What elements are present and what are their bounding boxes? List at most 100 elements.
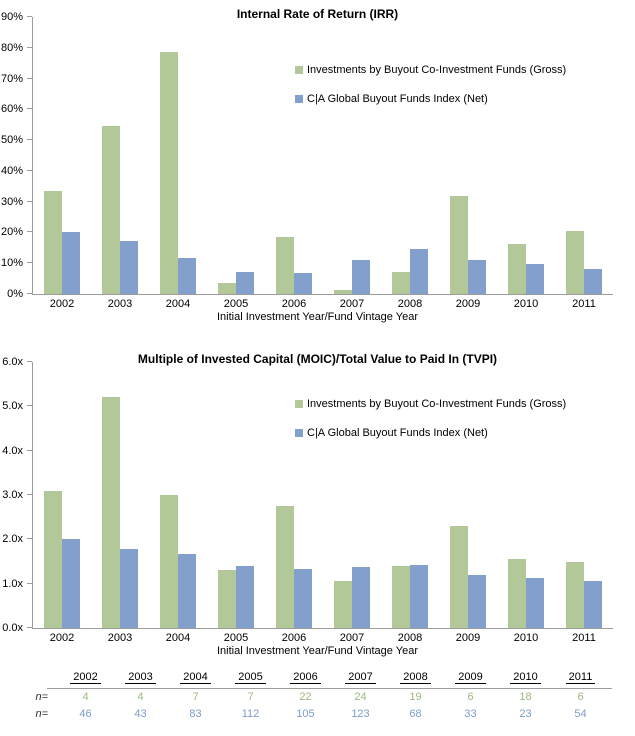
net-bar-2009 [468,260,486,294]
table-year-2007: 2007 [333,671,388,684]
net-series-swatch-icon [295,95,303,103]
y-tick-label: 40% [0,164,23,177]
table-year-2002: 2002 [58,671,113,684]
y-tick-label: 70% [0,72,23,85]
net-bar-2002 [62,232,80,294]
gross-bar-2010 [508,559,526,628]
bar-group-2009: 2009 [439,362,497,644]
bar-group-2006: 2006 [265,17,323,310]
bar-group-2003: 2003 [91,17,149,310]
gross-n-value: 4 [137,691,144,703]
net-bar-2005 [236,565,254,628]
table-year-label: 2004 [180,671,211,684]
gross-bar-2008 [392,271,410,294]
gross-bar-2008 [392,565,410,628]
table-year-2009: 2009 [443,671,498,684]
legend-item-net: C|A Global Buyout Funds Index (Net) [295,93,566,105]
net-n-label: n= [35,708,48,720]
moic-legend: Investments by Buyout Co-Investment Fund… [295,398,566,456]
x-category-label: 2006 [281,298,307,310]
y-tick-mark [27,449,32,451]
net-bar-2005 [236,271,254,294]
gross-bar-2005 [218,570,236,628]
irr-x-axis-title: Initial Investment Year/Fund Vintage Yea… [217,311,418,323]
legend-label-net: C|A Global Buyout Funds Index (Net) [307,93,488,105]
table-year-2010: 2010 [498,671,553,684]
y-tick-mark [27,200,32,202]
x-category-label: 2005 [223,298,249,310]
y-tick-mark [27,494,32,495]
net-series-swatch-icon [295,429,303,437]
gross-n-label: n= [35,691,48,703]
bar-group-2011: 2011 [555,362,613,644]
x-category-label: 2011 [572,298,596,310]
x-category-label: 2010 [513,298,539,310]
y-tick-mark [27,262,32,264]
net-bar-2003 [120,549,138,628]
y-tick-label: 50% [0,134,23,147]
gross-n-value: 22 [299,691,312,703]
bar-group-2002: 2002 [33,17,91,310]
gross-bar-2010 [508,243,526,294]
x-category-label: 2004 [165,632,191,644]
moic-chart-title: Multiple of Invested Capital (MOIC)/Tota… [137,352,498,366]
net-bar-2011 [584,269,602,294]
legend-label-gross: Investments by Buyout Co-Investment Fund… [307,398,567,410]
net-n-value: 83 [189,708,202,720]
table-year-label: 2011 [565,671,596,684]
gross-bar-2003 [102,397,120,628]
y-tick-mark [27,582,32,584]
y-tick-mark [27,139,32,141]
bar-group-2005: 2005 [207,362,265,644]
gross-bar-2002 [44,190,62,294]
table-year-label: 2003 [125,671,156,684]
net-bar-2006 [294,569,312,628]
table-year-header-row: 2002 2003 2004 2005 2006 2007 2008 2009 2010 2011 [58,671,608,684]
irr-y-axis: 0% 10% 20% 30% 40% 50% 60% 70% 80% 90% [0,11,32,300]
y-tick-label: 4.0x [2,444,23,457]
net-n-value: 105 [296,708,315,720]
gross-bar-2003 [102,126,120,294]
gross-bar-2007 [334,290,352,294]
y-tick-label: 3.0x [2,489,23,501]
net-n-value: 112 [241,708,260,720]
bar-group-2010: 2010 [497,17,555,310]
bar-group-2010: 2010 [497,362,555,644]
moic-chart: Multiple of Invested Capital (MOIC)/Tota… [0,345,635,665]
x-category-label: 2006 [281,632,307,644]
table-header-rule [47,688,612,689]
bar-group-2007: 2007 [323,362,381,644]
y-tick-mark [27,293,32,294]
irr-chart: Internal Rate of Return (IRR) 0% 10% 20% 30… [0,0,635,330]
x-category-label: 2007 [339,298,365,310]
table-year-label: 2010 [510,671,541,684]
gross-bar-2011 [566,230,584,294]
net-n-value: 46 [79,708,92,720]
gross-n-value: 19 [409,691,422,703]
net-n-value: 68 [409,708,422,720]
gross-n-value: 18 [519,691,532,703]
table-year-2004: 2004 [168,671,223,684]
net-n-value: 43 [134,708,147,720]
y-tick-label: 20% [0,226,23,239]
gross-bar-2006 [276,237,294,294]
irr-plot-area: 2002 2003 2004 2005 2006 2007 2008 2009 2010 2011 [32,17,613,310]
net-bar-2007 [352,260,370,294]
x-category-label: 2003 [107,632,133,644]
table-year-2006: 2006 [278,671,333,684]
bar-group-2004: 2004 [149,17,207,310]
y-tick-mark [27,231,32,233]
gross-bar-2004 [160,495,178,628]
net-bar-2006 [294,273,312,294]
irr-chart-title: Internal Rate of Return (IRR) [236,7,399,21]
net-n-value: 33 [464,708,477,720]
bar-group-2009: 2009 [439,17,497,310]
gross-series-swatch-icon [295,400,303,408]
x-category-label: 2009 [455,298,481,310]
gross-n-value: 6 [577,691,584,703]
x-category-label: 2005 [223,632,249,644]
legend-label-net: C|A Global Buyout Funds Index (Net) [307,427,488,439]
gross-bar-2011 [566,561,584,628]
y-tick-label: 0.0x [2,622,23,634]
